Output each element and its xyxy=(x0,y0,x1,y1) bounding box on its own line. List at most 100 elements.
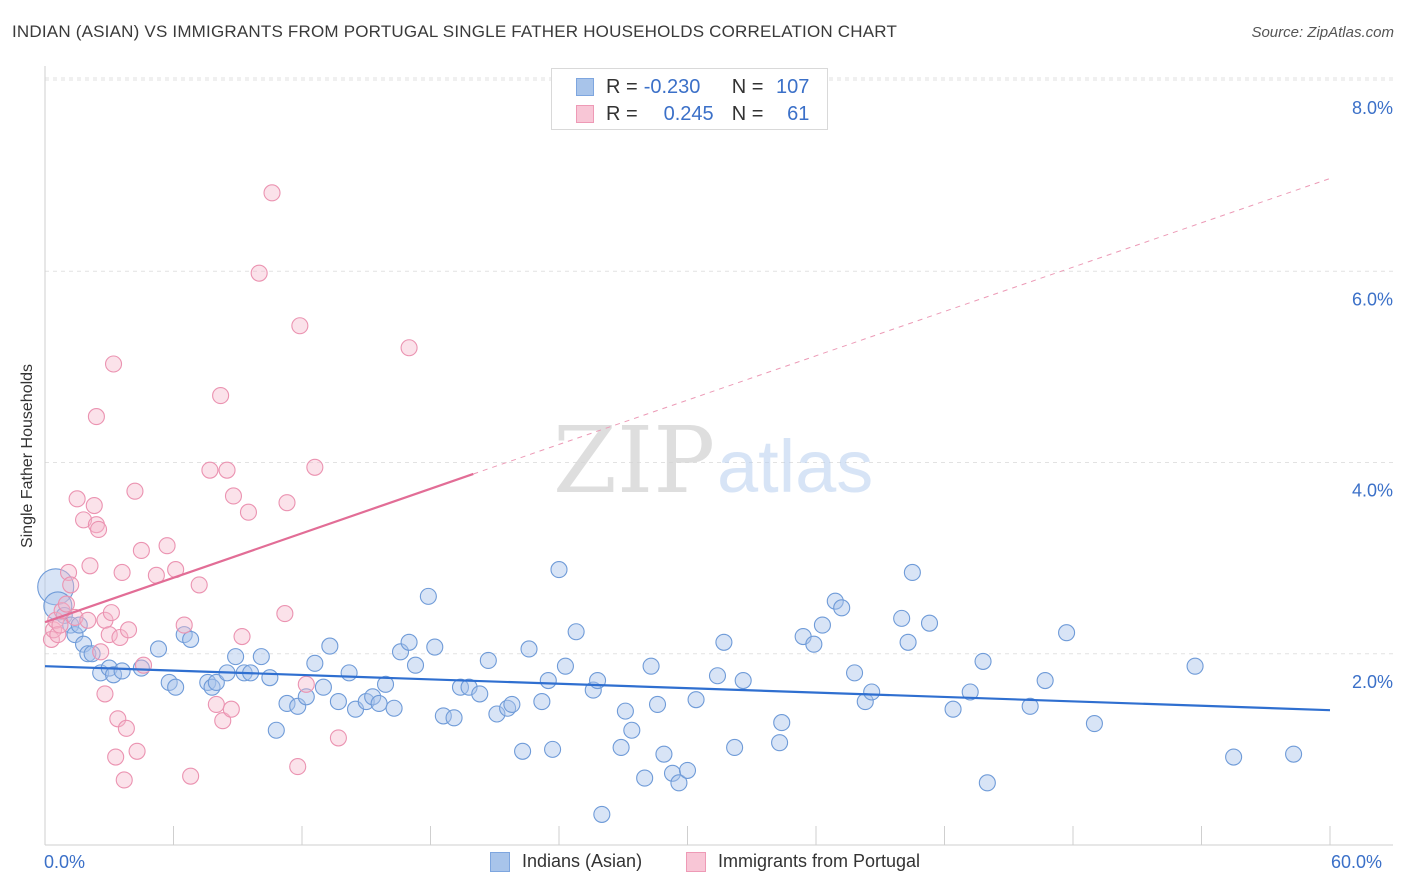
indians-point xyxy=(479,651,497,669)
portugal-point xyxy=(214,712,232,730)
portugal-point xyxy=(57,595,75,613)
indians-point xyxy=(556,657,574,675)
portugal-point xyxy=(79,611,97,629)
indians-point xyxy=(434,707,452,725)
watermark: ZIP atlas xyxy=(553,407,873,514)
indians-point xyxy=(845,664,864,682)
portugal-point xyxy=(96,685,114,703)
watermark-zip: ZIP xyxy=(553,407,715,514)
indians-point xyxy=(1186,657,1204,675)
indians-point xyxy=(471,685,489,703)
portugal-point xyxy=(250,264,268,282)
portugal-point xyxy=(400,339,418,357)
portugal-point xyxy=(132,541,150,560)
grid xyxy=(45,77,1393,655)
indians-point xyxy=(648,695,667,713)
portugal-legend-swatch xyxy=(686,851,706,872)
y-tick-label: 4.0% xyxy=(1352,481,1393,501)
indians-point xyxy=(616,702,634,720)
indians-point xyxy=(207,673,225,691)
indians-point xyxy=(833,599,851,617)
portugal-point xyxy=(212,387,230,405)
chart-title: INDIAN (ASIAN) VS IMMIGRANTS FROM PORTUG… xyxy=(12,22,898,41)
indians-point xyxy=(1036,671,1054,690)
indians-point xyxy=(1058,624,1076,642)
indians-point xyxy=(863,683,881,701)
indians-point xyxy=(642,657,660,675)
indians-point xyxy=(1225,748,1243,766)
indians-point xyxy=(267,721,285,739)
portugal-point xyxy=(89,520,108,538)
portugal-point xyxy=(115,771,133,789)
portugal-point xyxy=(113,563,131,582)
indians-point xyxy=(593,805,611,823)
stats-row-indians: R = -0.230 N = 107 xyxy=(576,75,809,99)
indians-point xyxy=(1021,697,1039,715)
portugal-point xyxy=(107,748,125,766)
portugal-point xyxy=(329,729,347,747)
portugal-point xyxy=(100,626,118,644)
indians-point xyxy=(708,667,727,685)
n-value: 61 xyxy=(787,102,810,125)
portugal-point xyxy=(60,563,78,582)
x-tick-label-max: 60.0% xyxy=(1331,852,1383,872)
indians-point xyxy=(503,695,521,713)
r-label: R = xyxy=(606,102,638,125)
stats-row-portugal: R = 0.245 N = 61 xyxy=(576,102,809,126)
portugal-point xyxy=(291,317,309,335)
indians-point xyxy=(391,643,410,661)
indians-point xyxy=(805,635,823,653)
indians-point xyxy=(75,635,93,653)
indians-point xyxy=(445,709,463,727)
portugal-point xyxy=(263,184,281,202)
indians-legend-swatch xyxy=(490,851,510,872)
portugal-point xyxy=(87,408,105,426)
indians-swatch xyxy=(576,78,594,96)
portugal-point xyxy=(126,482,144,500)
portugal-point xyxy=(81,557,99,575)
portugal-point xyxy=(190,576,208,594)
indians-point xyxy=(726,738,744,757)
indians-trend-line xyxy=(44,665,1331,712)
portugal-point xyxy=(276,605,294,623)
portugal-point xyxy=(239,503,258,521)
watermark-atlas: atlas xyxy=(717,425,873,508)
indians-point xyxy=(132,659,150,677)
legend-label: Immigrants from Portugal xyxy=(718,851,921,871)
series-legend: Indians (Asian) Immigrants from Portugal xyxy=(0,851,1406,877)
portugal-trend-line xyxy=(44,472,474,624)
portugal-point xyxy=(278,494,296,512)
indians-point xyxy=(261,669,279,687)
indians-point xyxy=(636,769,654,787)
portugal-point xyxy=(175,616,193,634)
indians-point xyxy=(314,678,332,696)
portugal-point xyxy=(222,700,240,718)
y-tick-labels: 2.0% 4.0% 6.0% 8.0% xyxy=(1352,98,1393,692)
indians-point xyxy=(734,671,752,690)
portugal-point xyxy=(109,710,127,728)
y-tick-label: 6.0% xyxy=(1352,289,1393,309)
indians-point xyxy=(978,774,996,792)
portugal-point xyxy=(85,496,103,515)
portugal-point xyxy=(182,767,200,785)
indians-point xyxy=(406,656,425,674)
indians-point xyxy=(903,563,921,582)
indians-point xyxy=(567,623,585,641)
indians-point xyxy=(715,633,733,651)
legend-item-indians: Indians (Asian) xyxy=(490,851,642,872)
indians-point xyxy=(149,640,168,658)
indians-point xyxy=(167,678,185,696)
portugal-point xyxy=(306,458,324,476)
portugal-point xyxy=(117,719,135,737)
portugal-trend-extension xyxy=(473,178,1331,475)
indians-point xyxy=(678,761,697,779)
portugal-point xyxy=(207,695,225,713)
indians-point xyxy=(771,734,789,752)
portugal-point xyxy=(102,604,120,622)
indians-point xyxy=(961,683,979,701)
indians-point xyxy=(113,662,131,680)
indians-point xyxy=(104,666,123,684)
indians-point xyxy=(550,561,568,579)
indians-point xyxy=(426,638,444,656)
